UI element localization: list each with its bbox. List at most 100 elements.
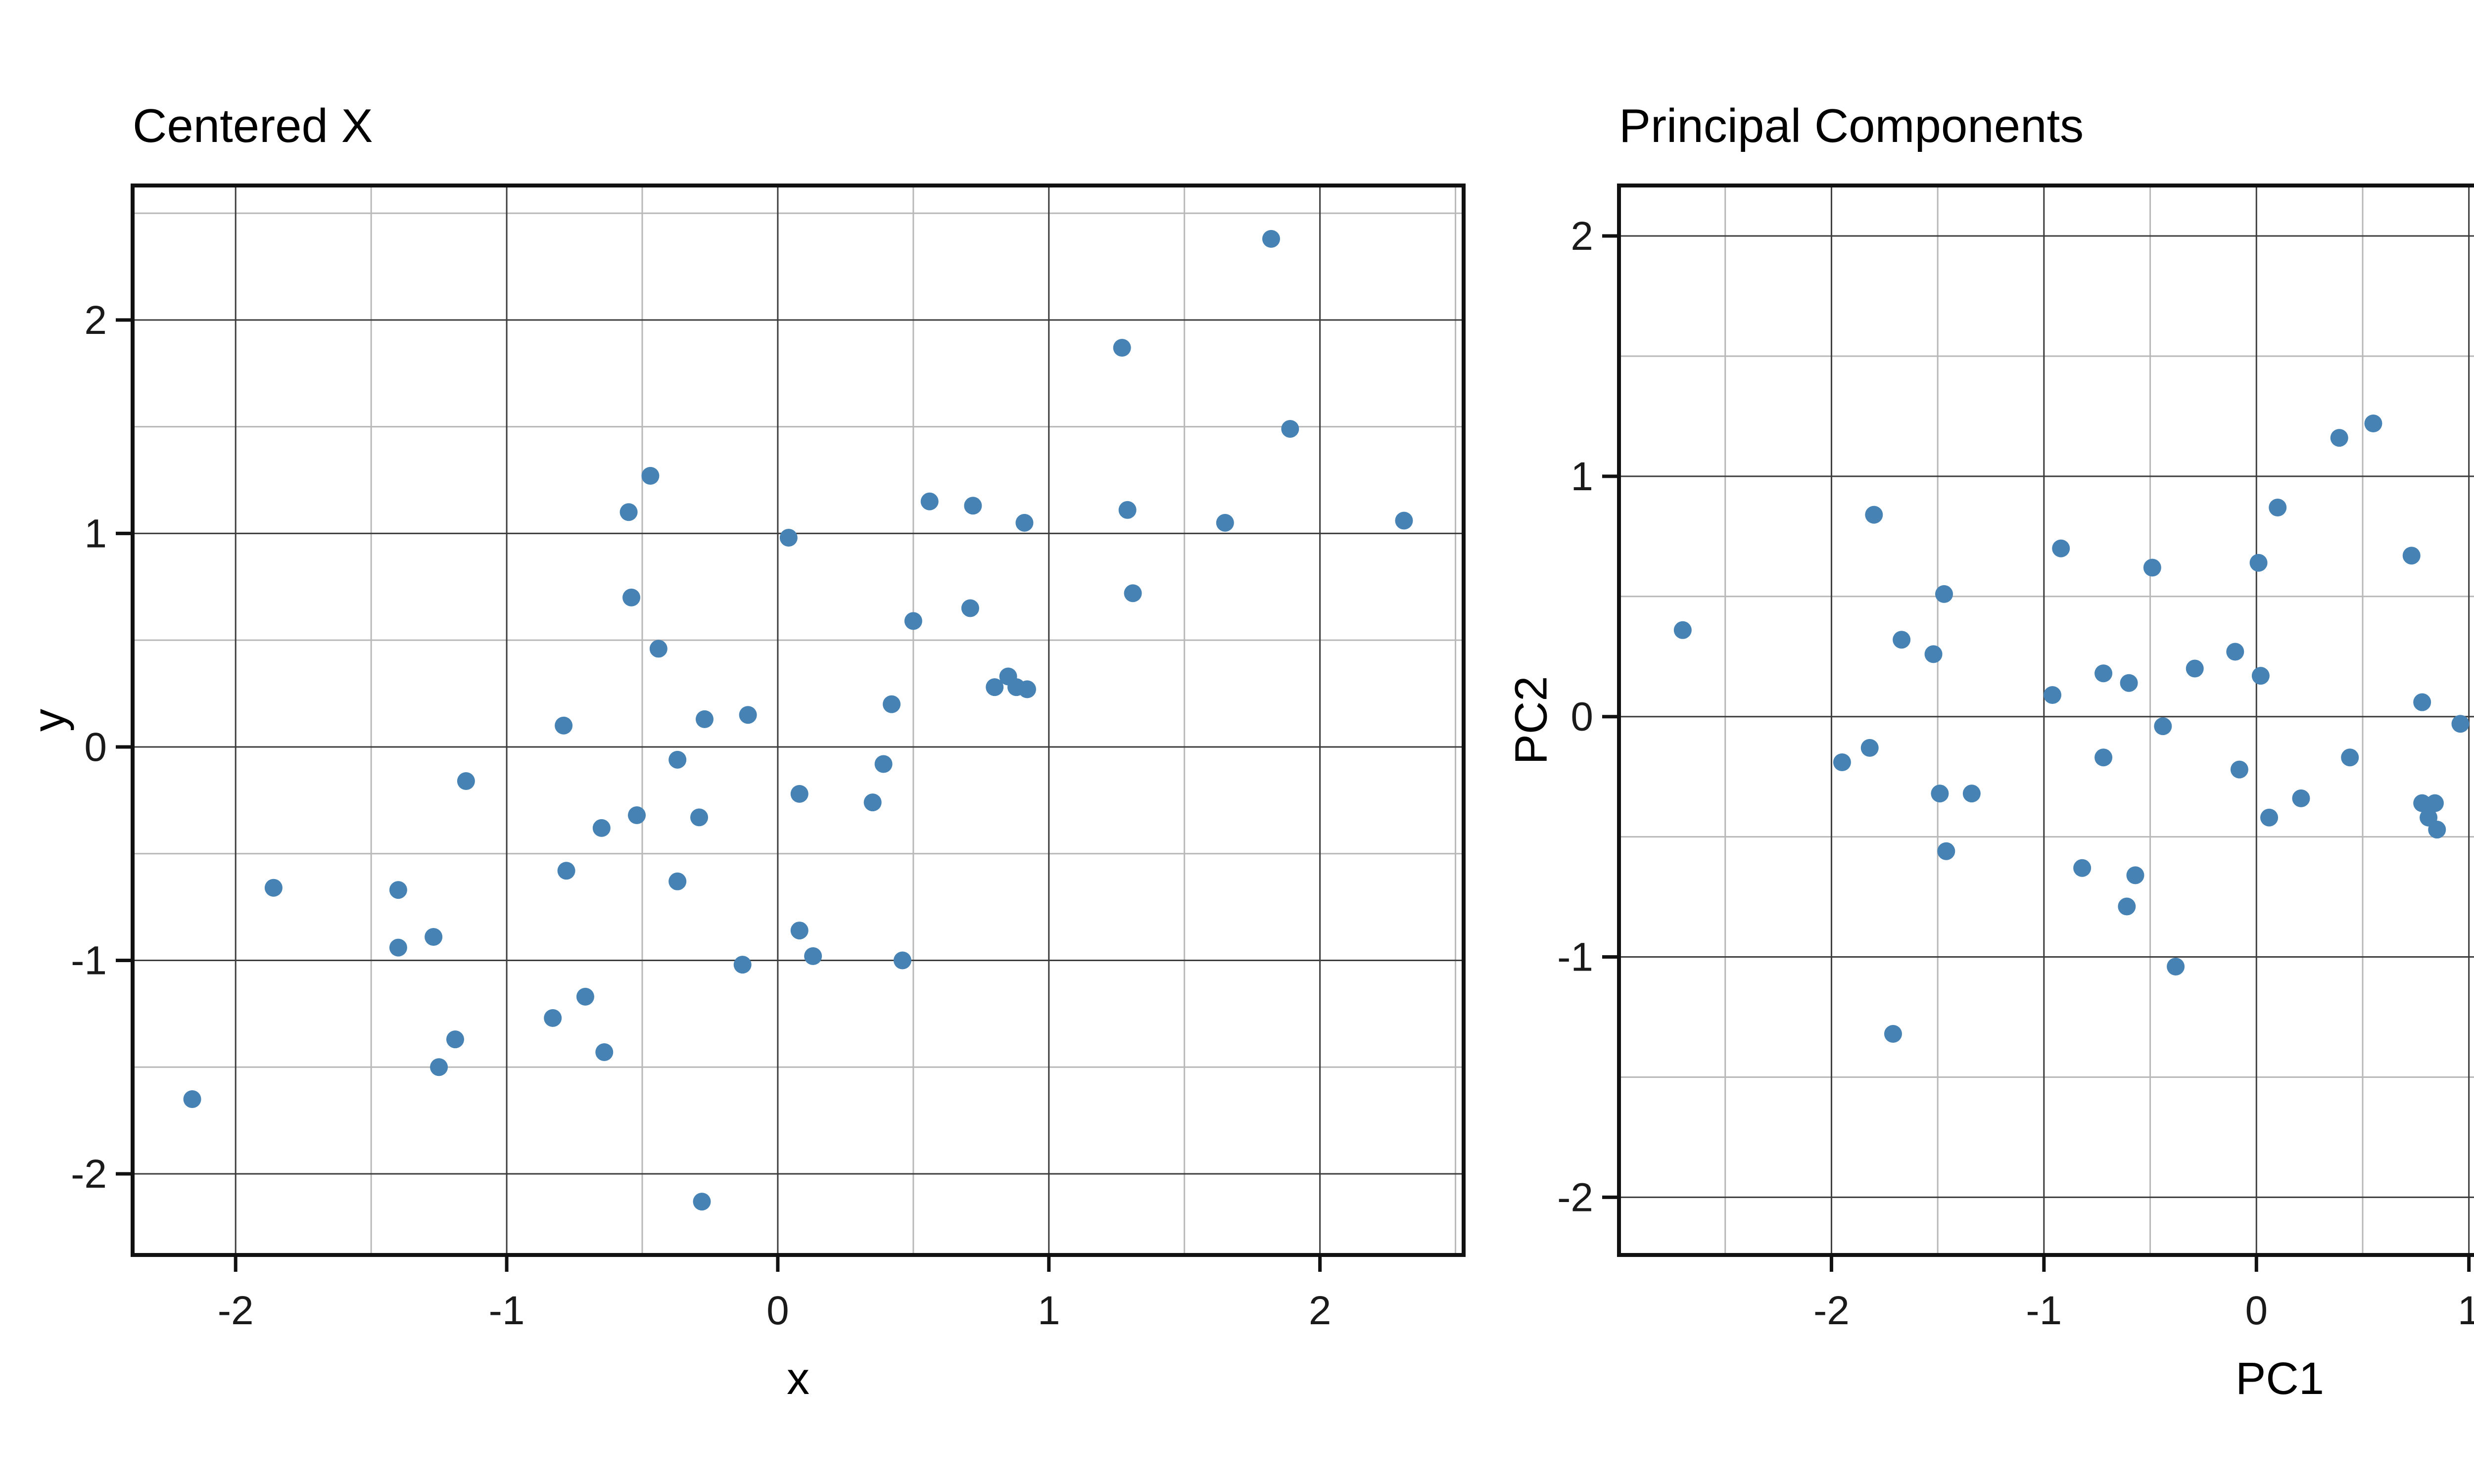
y-axis-tick-label: 0 <box>1570 695 1593 740</box>
data-point <box>2094 748 2113 767</box>
data-point <box>2426 794 2444 812</box>
data-point <box>1216 513 1234 532</box>
data-point <box>389 938 407 957</box>
data-point <box>2330 429 2348 447</box>
data-point <box>2413 794 2431 812</box>
y-axis-label-left: y <box>24 709 75 732</box>
panel-centered-x: -2 -1 0 1 2 -2 -1 0 1 2 <box>71 184 1466 1333</box>
data-point <box>690 808 709 827</box>
y-axis-tick-label: 1 <box>1570 454 1593 499</box>
data-point <box>2186 659 2204 678</box>
data-point <box>2126 866 2144 884</box>
data-point <box>668 750 687 769</box>
data-point <box>622 588 641 606</box>
data-point <box>1860 739 1879 757</box>
data-point <box>2402 547 2421 565</box>
data-point <box>1924 645 1943 663</box>
data-point <box>2413 693 2431 711</box>
data-point <box>2251 667 2270 685</box>
data-point <box>2044 686 2062 704</box>
data-point <box>592 819 611 837</box>
data-point <box>883 695 901 713</box>
y-axis-tick-label: -1 <box>1557 935 1593 980</box>
data-point <box>2143 558 2161 577</box>
x-axis-tick-label: 1 <box>1038 1288 1060 1333</box>
data-point <box>1395 511 1413 530</box>
x-axis-label-left: x <box>787 1353 809 1404</box>
data-point <box>2120 674 2138 692</box>
y-axis-tick-label: -2 <box>71 1152 107 1197</box>
data-point <box>557 862 575 880</box>
x-axis-tick-label: -1 <box>489 1288 525 1333</box>
x-axis-tick-label: -2 <box>1813 1288 1850 1333</box>
data-point <box>2249 554 2268 572</box>
y-axis-tick-label: 0 <box>84 725 107 770</box>
data-point <box>733 956 752 974</box>
x-axis-tick-label: 2 <box>1309 1288 1332 1333</box>
data-point <box>1018 680 1036 698</box>
data-point <box>2167 957 2185 975</box>
panel-border <box>1617 184 2474 1257</box>
data-point <box>1673 621 1692 639</box>
data-point <box>1113 338 1131 357</box>
data-point <box>1118 501 1137 519</box>
y-axis-label-right: PC2 <box>1506 676 1557 765</box>
x-axis-tick-label: 1 <box>2458 1288 2474 1333</box>
data-point <box>1935 585 1953 603</box>
data-point <box>1124 584 1142 603</box>
data-point <box>1937 842 1955 860</box>
data-point <box>555 716 573 735</box>
x-axis-label-right: PC1 <box>2236 1353 2324 1404</box>
data-point <box>1281 419 1299 438</box>
y-axis-tick-label: 2 <box>1570 214 1593 259</box>
data-point <box>2094 664 2113 683</box>
data-point <box>904 612 922 630</box>
y-axis-tick-label: 1 <box>84 511 107 556</box>
data-point <box>430 1058 448 1076</box>
data-point <box>2451 715 2470 733</box>
data-point <box>389 881 407 899</box>
data-point <box>183 1090 201 1108</box>
data-point <box>1015 513 1034 532</box>
data-point <box>1931 785 1949 803</box>
data-point <box>2260 808 2279 827</box>
x-axis-tick-label: 0 <box>766 1288 789 1333</box>
data-point <box>457 772 475 790</box>
x-axis-tick-label: 0 <box>2245 1288 2268 1333</box>
data-point <box>964 497 982 515</box>
data-point <box>1893 631 1911 649</box>
data-point <box>2226 643 2244 661</box>
data-point <box>2428 821 2446 839</box>
data-point <box>695 710 714 728</box>
data-point <box>2154 717 2172 736</box>
data-point <box>1884 1025 1902 1043</box>
data-point <box>1262 230 1281 248</box>
data-point <box>2230 760 2248 779</box>
y-axis-tick-label: 2 <box>84 298 107 343</box>
panel-border <box>131 184 1466 1257</box>
data-point <box>2052 539 2070 557</box>
data-point <box>641 466 660 485</box>
data-point <box>2341 748 2359 767</box>
data-point <box>790 922 809 940</box>
data-point <box>961 599 979 617</box>
data-point <box>2292 789 2310 807</box>
data-point <box>1833 753 1851 772</box>
data-point <box>1962 785 1981 803</box>
data-point <box>1865 506 1883 524</box>
chart-title-principal-components: Principal Components <box>1619 99 2084 152</box>
data-point <box>2073 859 2092 877</box>
data-point <box>779 529 798 547</box>
data-point <box>2269 499 2287 517</box>
data-point <box>893 951 911 970</box>
data-point <box>874 755 893 773</box>
chart-title-centered-x: Centered X <box>133 99 373 152</box>
data-point <box>693 1193 711 1211</box>
data-point <box>425 928 443 946</box>
data-point <box>739 706 757 724</box>
data-point <box>986 678 1004 696</box>
data-point <box>446 1030 464 1049</box>
data-point <box>649 640 667 658</box>
